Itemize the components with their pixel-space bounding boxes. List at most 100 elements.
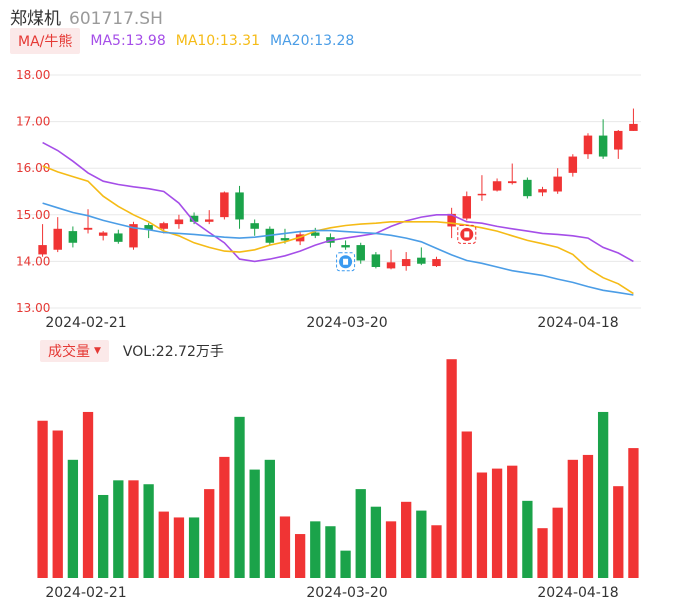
volume-bar [416,510,427,578]
candle-body [98,232,108,236]
candle-body [538,189,547,193]
volume-bar [310,521,321,578]
volume-legend: 成交量 ▼ VOL:22.72万手 [40,340,224,362]
candle-body [114,233,123,242]
candle-body [462,196,472,219]
y-tick-label: 14.00 [16,254,50,268]
candle-body [477,193,487,196]
ma20-line [42,202,634,296]
volume-bar [370,506,382,578]
candle-body [553,176,562,192]
volume-bar [522,500,533,578]
red-badge-icon-frame [457,224,477,244]
candle-body [250,223,259,229]
volume-bar [173,517,185,578]
candle-body [38,245,47,255]
volume-x-tick-label: 2024-02-21 [45,585,126,601]
candle-body [417,257,426,264]
candle-body [386,262,396,269]
volume-bar [279,516,291,578]
volume-bar [249,469,260,578]
candle-body [68,231,78,243]
stock-title: 郑煤机 601717.SH [10,4,163,29]
volume-bar [158,511,169,578]
candle-body [129,224,138,248]
volume-value: VOL:22.72万手 [122,344,224,360]
volume-bar [188,517,200,578]
volume-bar [613,486,624,578]
candle-body [371,254,381,267]
volume-bar [294,534,306,578]
volume-bar [491,468,503,578]
candle-body [204,219,214,222]
candle-body [144,225,153,230]
candle-body [53,228,62,250]
ma5-label: MA5:13.98 [90,33,166,49]
x-tick-label: 2024-04-18 [537,315,618,331]
volume-bar [507,465,518,578]
volume-bar [431,525,442,578]
x-tick-label: 2024-03-20 [306,315,387,331]
volume-bar [219,456,230,578]
blue-badge-icon-glyph [343,258,349,265]
candle-body [189,215,199,222]
ma10-label: MA10:13.31 [175,33,261,49]
volume-bar [597,411,609,578]
volume-bar [52,430,63,578]
volume-x-tick-label: 2024-04-18 [537,585,618,601]
stock-code: 601717.SH [69,9,163,29]
volume-bar [537,528,548,578]
volume-bar [446,359,457,578]
volume-bar [325,526,336,578]
volume-tab-label: 成交量 [48,344,90,360]
y-tick-label: 16.00 [16,161,50,175]
volume-bar [67,459,79,578]
volume-bar [340,550,351,578]
volume-bar [82,411,94,578]
ma-legend: MA/牛熊 MA5:13.98 MA10:13.31 MA20:13.28 [10,28,354,54]
volume-bar [264,459,275,578]
volume-bar [582,454,594,578]
volume-bar [113,480,124,578]
volume-bar [204,489,215,578]
caret-down-icon: ▼ [94,346,101,356]
volume-indicator-tab[interactable]: 成交量 ▼ [40,340,109,362]
ma10-line [42,165,634,295]
candle-body [568,156,578,173]
volume-bar [143,484,154,578]
candle-body [280,238,290,241]
ma5-line [42,141,634,263]
candle-body [401,259,411,267]
candle-body [174,219,184,225]
volume-bar [98,494,109,578]
ma-indicator-tab[interactable]: MA/牛熊 [10,28,81,54]
candle-body [614,130,623,150]
volume-bar [37,420,48,578]
volume-bar [385,521,397,578]
volume-bar [552,507,563,578]
blue-badge-icon-frame [336,252,356,272]
candle-body [311,232,320,236]
y-tick-label: 18.00 [16,68,50,82]
candle-body [583,135,593,155]
candle-body [432,259,441,267]
candle-body [447,213,456,227]
candle-body [598,135,608,157]
y-tick-label: 15.00 [16,208,50,222]
candle-body [507,181,517,184]
ma20-label: MA20:13.28 [270,33,355,49]
candle-body [220,192,229,218]
x-tick-label: 2024-02-21 [45,315,126,331]
candle-body [492,181,502,191]
candle-body [235,192,244,220]
volume-bar [567,459,578,578]
volume-bar [234,416,245,578]
stock-name: 郑煤机 [10,9,61,29]
candle-body [523,179,532,197]
candle-body [159,223,169,229]
volume-bar [461,431,472,578]
candle-body [356,245,365,261]
candle-body [341,245,350,248]
candle-body [629,123,638,131]
